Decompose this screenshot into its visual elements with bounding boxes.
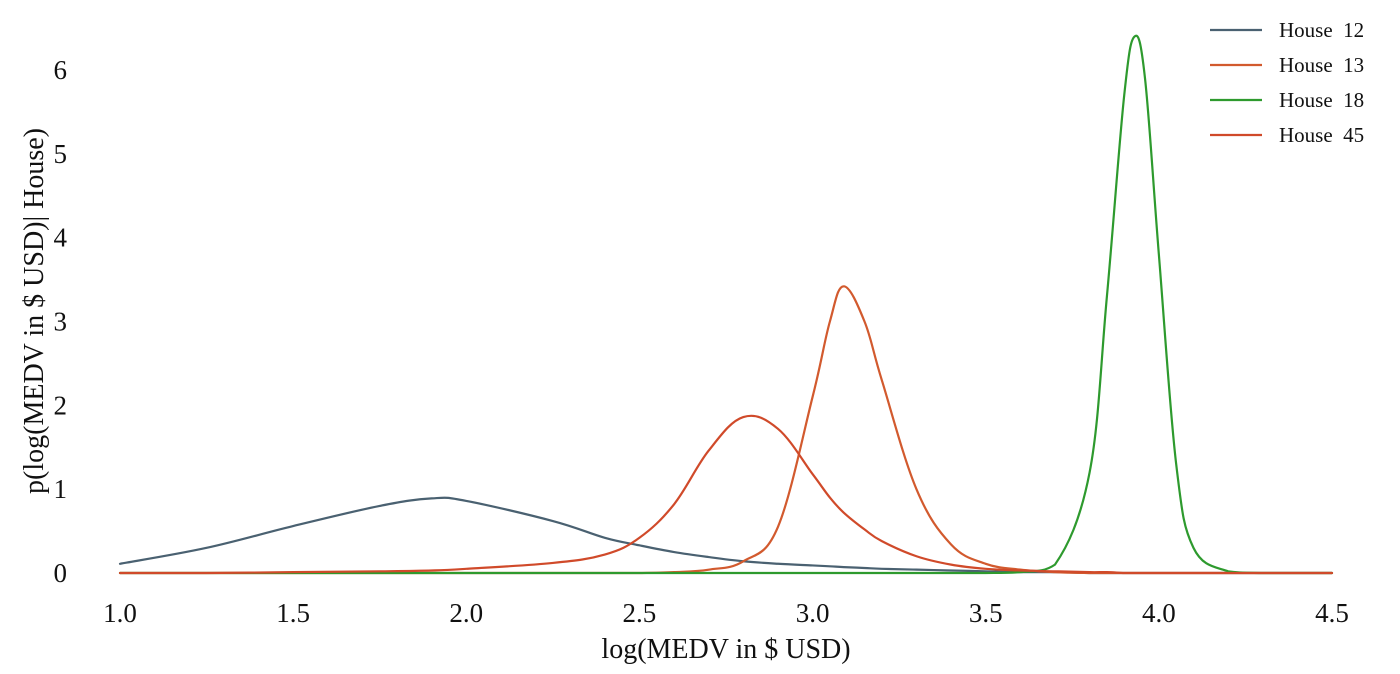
y-tick-label: 6 [54,55,68,85]
x-tick-label: 3.0 [796,598,830,628]
series-line-2 [118,34,1334,575]
x-tick-label: 3.5 [969,598,1003,628]
y-tick-label: 1 [54,474,68,504]
y-axis-title: p(log(MEDV in $ USD)| House) [19,128,50,494]
y-tick-label: 0 [54,558,68,588]
y-tick-label: 2 [54,390,68,420]
series-line-0 [118,496,1334,575]
plot-area [118,34,1334,575]
x-axis-ticks: 1.0 1.5 2.0 2.5 3.0 3.5 4.0 4.5 [103,598,1349,628]
x-axis-title: log(MEDV in $ USD) [601,634,850,665]
x-tick-label: 1.5 [276,598,310,628]
legend: House 12 House 13 House 18 House 45 [1210,18,1364,147]
x-tick-label: 4.0 [1142,598,1176,628]
x-tick-label: 2.0 [449,598,483,628]
y-tick-label: 5 [54,139,68,169]
legend-label-3: House 45 [1279,123,1364,147]
series-line-3 [118,414,1334,575]
y-axis-ticks: 0 1 2 3 4 5 6 [54,55,68,588]
legend-label-0: House 12 [1279,18,1364,42]
y-tick-label: 3 [54,307,68,337]
x-tick-label: 4.5 [1315,598,1349,628]
y-tick-label: 4 [54,223,68,253]
x-tick-label: 2.5 [623,598,657,628]
legend-label-1: House 13 [1279,53,1364,77]
legend-label-2: House 18 [1279,88,1364,112]
x-tick-label: 1.0 [103,598,137,628]
